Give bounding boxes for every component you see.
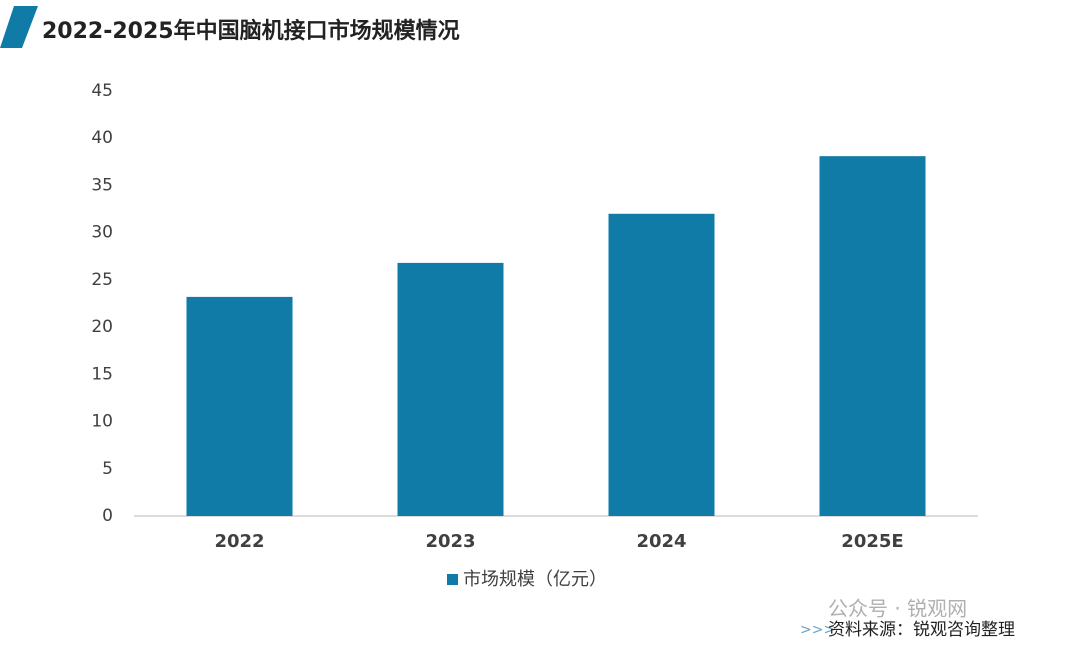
bar — [608, 213, 715, 516]
y-tick-label: 45 — [91, 81, 113, 101]
legend-swatch — [447, 574, 458, 585]
bar — [397, 262, 504, 516]
source-arrows: >>> — [800, 622, 835, 638]
y-tick-label: 35 — [91, 175, 113, 195]
y-tick-label: 25 — [91, 270, 113, 290]
bar — [186, 296, 293, 516]
x-tick-label: 2024 — [636, 531, 686, 552]
title-accent — [0, 6, 38, 48]
y-tick-label: 15 — [91, 364, 113, 384]
x-tick-label: 2023 — [425, 531, 475, 552]
y-tick-label: 0 — [102, 506, 113, 526]
bar — [819, 156, 926, 516]
x-tick-label: 2022 — [214, 531, 264, 552]
x-tick-label: 2025E — [841, 531, 903, 552]
y-tick-label: 20 — [91, 317, 113, 337]
chart-title: 2022-2025年中国脑机接口市场规模情况 — [42, 18, 460, 44]
y-tick-label: 10 — [91, 412, 113, 432]
y-tick-label: 30 — [91, 223, 113, 243]
y-tick-label: 40 — [91, 128, 113, 148]
y-tick-label: 5 — [102, 459, 113, 479]
watermark: 公众号 · 锐观网 — [828, 597, 967, 621]
source: 资料来源：锐观咨询整理 — [828, 620, 1015, 640]
legend-label: 市场规模（亿元） — [463, 569, 607, 590]
